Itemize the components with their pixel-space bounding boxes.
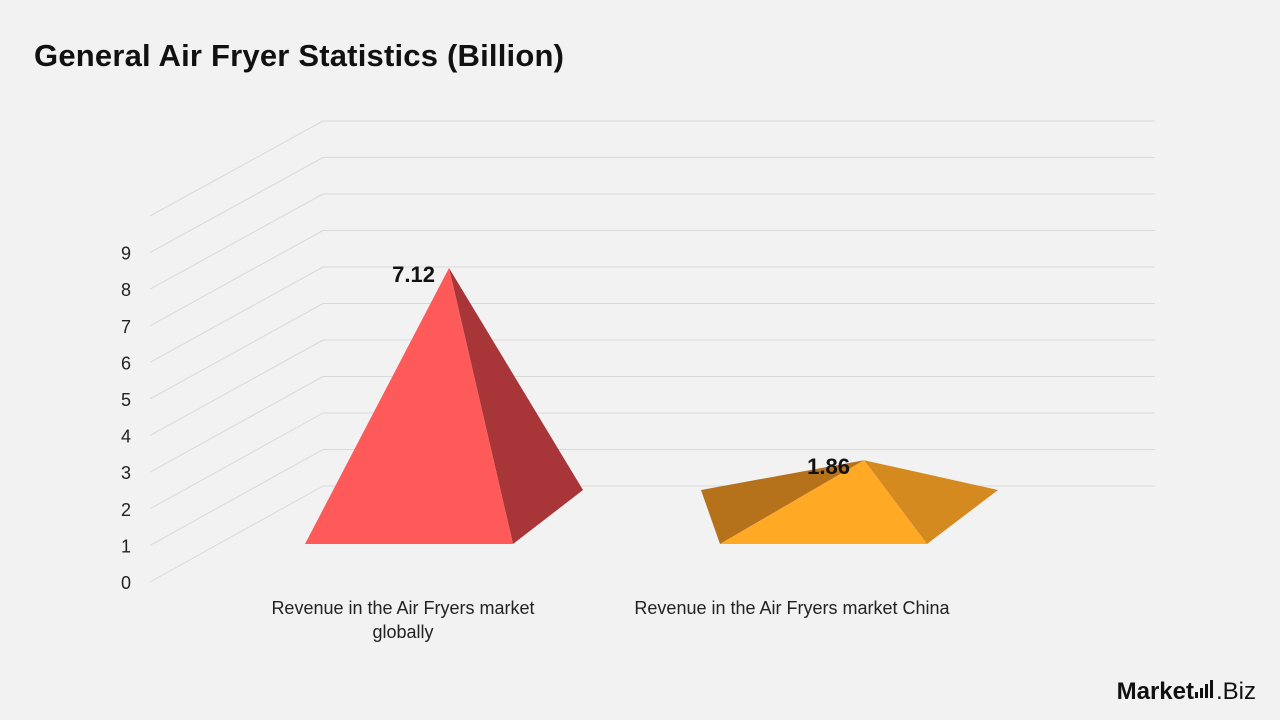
data-label: 1.86 — [807, 454, 850, 479]
logo-text-light: .Biz — [1215, 678, 1256, 705]
gridline-side — [149, 339, 324, 437]
gridline-side — [149, 193, 324, 290]
gridline-side — [149, 449, 324, 546]
y-tick-label: 1 — [121, 536, 131, 556]
data-label: 7.12 — [392, 262, 435, 287]
x-category-label: Revenue in the Air Fryers market — [271, 598, 534, 618]
pyramid-back-face — [701, 460, 864, 544]
gridline-side — [149, 485, 324, 583]
brand-logo: Market .Biz — [1117, 678, 1256, 706]
logo-text-bold: Market — [1116, 678, 1194, 705]
chart-title: General Air Fryer Statistics (Billion) — [34, 38, 565, 73]
gridline-side — [149, 266, 324, 363]
gridline-side — [149, 120, 324, 217]
y-tick-label: 0 — [121, 573, 131, 593]
gridline-side — [149, 303, 324, 400]
pyramid-front-face — [720, 460, 927, 544]
gridline-side — [149, 376, 324, 473]
y-tick-label: 9 — [121, 244, 131, 264]
y-tick-label: 7 — [121, 317, 131, 337]
y-tick-label: 4 — [121, 427, 131, 447]
logo-bars-icon — [1194, 680, 1215, 698]
x-category-label: Revenue in the Air Fryers market China — [634, 598, 950, 618]
pyramid-side-face — [449, 267, 583, 544]
pyramid-side-face — [864, 460, 998, 544]
y-tick-label: 2 — [121, 500, 131, 520]
y-tick-label: 3 — [121, 463, 131, 483]
y-tick-label: 5 — [121, 390, 131, 410]
y-tick-label: 8 — [121, 280, 131, 300]
gridline-side — [149, 157, 324, 254]
x-category-label: globally — [372, 622, 433, 642]
y-tick-label: 6 — [121, 353, 131, 373]
gridline-side — [149, 230, 324, 327]
gridline-side — [149, 412, 324, 510]
pyramid-front-face — [305, 267, 513, 544]
